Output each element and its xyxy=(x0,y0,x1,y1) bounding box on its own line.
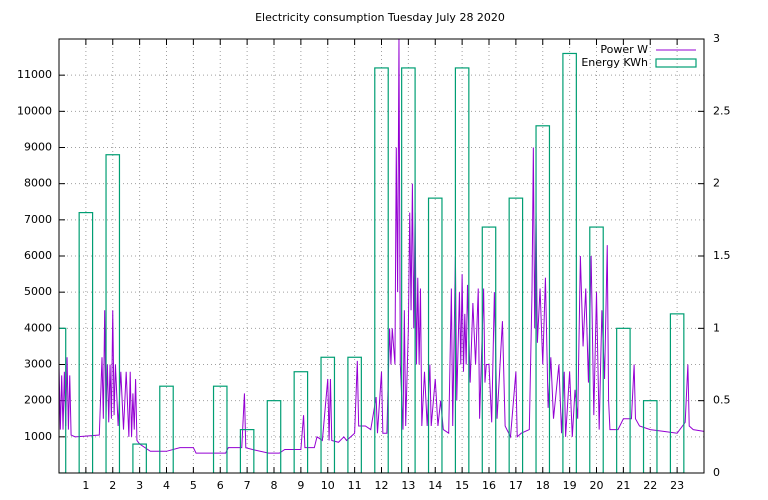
energy-box xyxy=(78,212,94,473)
y2-tick-label: 0.5 xyxy=(713,394,731,407)
x-tick-label: 18 xyxy=(536,479,550,492)
y2-tick-label: 3 xyxy=(713,32,720,45)
x-tick-label: 20 xyxy=(590,479,604,492)
y-tick-label: 8000 xyxy=(24,177,52,190)
y2-tick-label: 2.5 xyxy=(713,104,731,117)
energy-box xyxy=(481,226,497,473)
x-tick-label: 21 xyxy=(616,479,630,492)
energy-box xyxy=(374,67,389,473)
y2-tick-label: 1 xyxy=(713,321,720,334)
energy-box xyxy=(132,443,147,473)
energy-box xyxy=(427,197,443,473)
x-tick-label: 7 xyxy=(244,479,251,492)
energy-box xyxy=(212,385,228,473)
x-tick-label: 14 xyxy=(428,479,442,492)
x-tick-label: 2 xyxy=(109,479,116,492)
y-tick-label: 3000 xyxy=(24,358,52,371)
y-tick-label: 10000 xyxy=(17,104,52,117)
energy-box xyxy=(401,67,416,473)
legend-label: Power W xyxy=(600,43,648,56)
y2-tick-label: 1.5 xyxy=(713,249,731,262)
plot-area xyxy=(59,39,704,473)
y2-tick-label: 0 xyxy=(713,466,720,479)
x-tick-label: 19 xyxy=(563,479,577,492)
x-tick-label: 22 xyxy=(643,479,657,492)
x-tick-label: 9 xyxy=(297,479,304,492)
x-tick-label: 23 xyxy=(670,479,684,492)
energy-box xyxy=(669,313,685,473)
x-tick-label: 8 xyxy=(271,479,278,492)
energy-box xyxy=(616,327,631,473)
y-tick-label: 5000 xyxy=(24,285,52,298)
energy-box xyxy=(239,429,255,473)
legend-label: Energy KWh xyxy=(581,56,648,69)
x-tick-label: 10 xyxy=(321,479,335,492)
energy-box xyxy=(105,154,121,473)
x-tick-label: 4 xyxy=(163,479,170,492)
y-tick-label: 9000 xyxy=(24,141,52,154)
energy-box xyxy=(535,125,551,473)
energy-box xyxy=(293,371,309,473)
power-line xyxy=(59,39,704,454)
energy-box xyxy=(159,385,174,473)
x-tick-label: 13 xyxy=(401,479,415,492)
energy-box xyxy=(454,67,470,473)
x-tick-label: 5 xyxy=(190,479,197,492)
x-tick-label: 1 xyxy=(82,479,89,492)
y-tick-label: 2000 xyxy=(24,394,52,407)
x-tick-label: 17 xyxy=(509,479,523,492)
x-tick-label: 3 xyxy=(136,479,143,492)
x-tick-label: 12 xyxy=(375,479,389,492)
y-tick-label: 6000 xyxy=(24,249,52,262)
legend-swatch xyxy=(655,58,697,68)
x-tick-label: 16 xyxy=(482,479,496,492)
energy-box xyxy=(508,197,524,473)
plot-border xyxy=(58,38,705,474)
chart-title: Electricity consumption Tuesday July 28 … xyxy=(255,11,505,24)
y-tick-label: 4000 xyxy=(24,321,52,334)
energy-box xyxy=(59,327,67,473)
x-tick-label: 15 xyxy=(455,479,469,492)
y2-tick-label: 2 xyxy=(713,177,720,190)
x-tick-label: 6 xyxy=(217,479,224,492)
x-tick-label: 11 xyxy=(348,479,362,492)
y-tick-label: 11000 xyxy=(17,68,52,81)
y-tick-label: 1000 xyxy=(24,430,52,443)
y-tick-label: 7000 xyxy=(24,213,52,226)
energy-box xyxy=(589,226,604,473)
